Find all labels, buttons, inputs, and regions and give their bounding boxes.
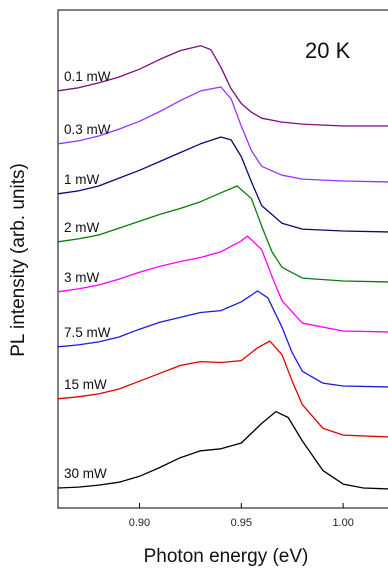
y-axis-title: PL intensity (arb. units) — [8, 163, 29, 357]
series-label: 7.5 mW — [64, 325, 111, 340]
series-label: 0.3 mW — [64, 122, 111, 137]
x-axis-title: Photon energy (eV) — [144, 546, 309, 567]
series-group: 0.1 mW 0.3 mW 1 mW 2 mW 3 mW 7.5 mW 15 mW 30 mW — [57, 45, 388, 490]
series-label: 15 mW — [64, 377, 107, 392]
series-label: 2 mW — [64, 220, 100, 235]
series-line — [57, 290, 388, 388]
temperature-annotation: 20 K — [305, 38, 351, 63]
series-label: 0.1 mW — [64, 69, 111, 84]
x-tick-label: 0.95 — [231, 517, 252, 529]
plot-frame — [57, 9, 388, 509]
series-line — [57, 45, 388, 127]
series-label: 30 mW — [64, 466, 107, 481]
series-line — [57, 136, 388, 233]
series-label: 3 mW — [64, 270, 100, 285]
series-line — [57, 86, 388, 183]
x-tick-label: 1.00 — [332, 517, 353, 529]
series-label: 1 mW — [64, 172, 100, 187]
x-axis-ticks: 0.90 0.95 1.00 — [129, 503, 354, 529]
series-line — [57, 185, 388, 283]
series-line — [57, 340, 388, 438]
x-tick-label: 0.90 — [129, 517, 150, 529]
series-line — [57, 410, 388, 490]
series-line — [57, 235, 388, 333]
